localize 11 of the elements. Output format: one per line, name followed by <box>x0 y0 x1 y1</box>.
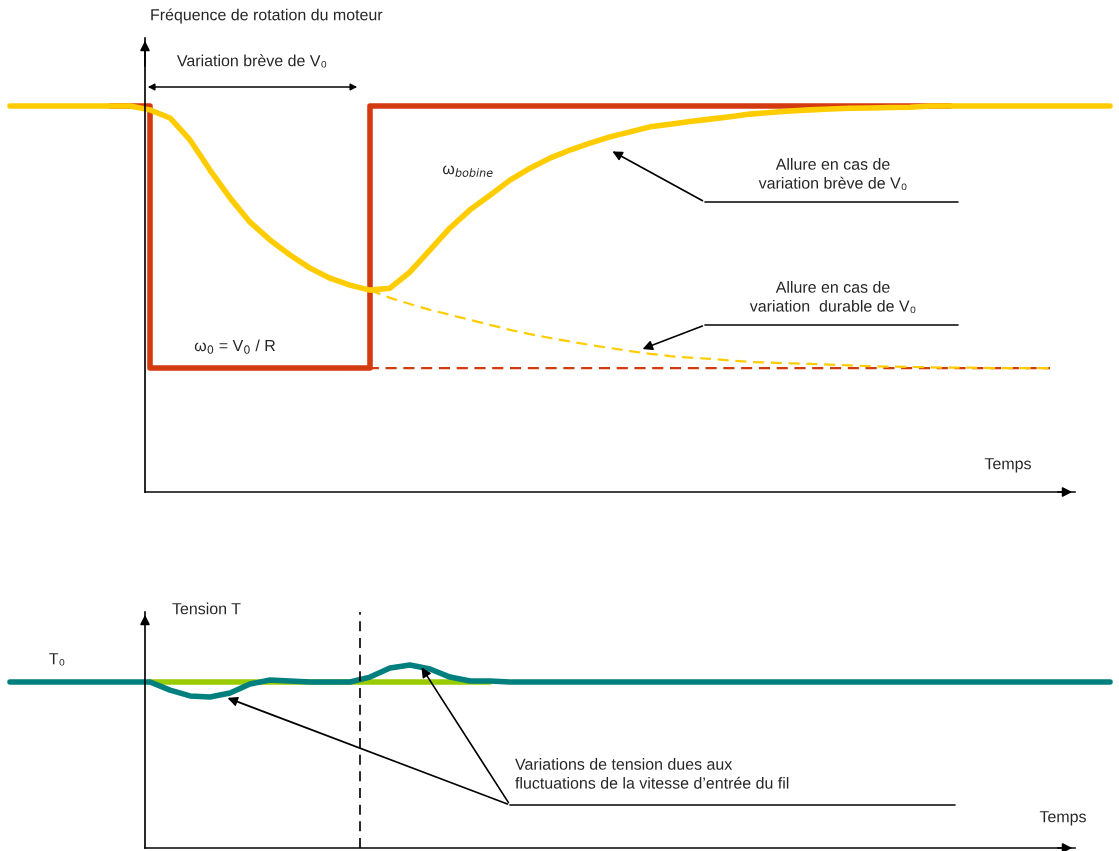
annotation: ω$_{0}$ = V$_{0}$ / R <box>194 339 276 354</box>
y-axis-title: Tension T <box>172 602 241 615</box>
text: Variation brève de V₀ <box>176 54 327 68</box>
annotation: T₀ <box>49 653 65 666</box>
annotation: Variations de tension dues aux fluctuations de la vitesse d’entrée du fil <box>515 758 789 789</box>
x-axis-title: Temps <box>984 458 1031 473</box>
annotation: Allure en cas de variation brève de V₀ <box>758 158 907 191</box>
annotation: ω$_{bobine}$ <box>443 165 493 177</box>
annotation: Allure en cas de variation durable de V₀ <box>749 281 916 314</box>
x-axis-title: Temps <box>1039 811 1086 826</box>
y-axis-title: Fréquence de rotation du moteur <box>151 8 383 24</box>
